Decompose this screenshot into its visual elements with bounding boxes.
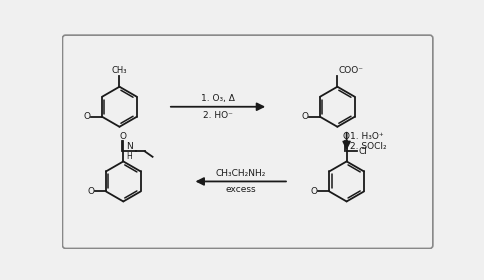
Text: COO⁻: COO⁻	[338, 66, 363, 75]
Text: 2. HO⁻: 2. HO⁻	[203, 111, 233, 120]
Text: CH₃CH₂NH₂: CH₃CH₂NH₂	[215, 169, 266, 178]
Text: O: O	[302, 112, 308, 121]
Text: N: N	[126, 142, 133, 151]
Text: 1. H₃O⁺: 1. H₃O⁺	[350, 132, 384, 141]
Text: CH₃: CH₃	[112, 66, 127, 75]
Text: O: O	[84, 112, 91, 121]
Text: O: O	[311, 187, 318, 196]
Text: excess: excess	[226, 185, 256, 194]
Text: O: O	[88, 187, 94, 196]
Text: O: O	[342, 132, 349, 141]
Text: O: O	[119, 132, 126, 141]
Text: 2. SOCl₂: 2. SOCl₂	[350, 141, 387, 151]
Text: 1. O₃, Δ: 1. O₃, Δ	[201, 94, 235, 103]
FancyBboxPatch shape	[62, 35, 433, 248]
Text: H: H	[127, 152, 132, 161]
Text: Cl: Cl	[358, 147, 367, 156]
